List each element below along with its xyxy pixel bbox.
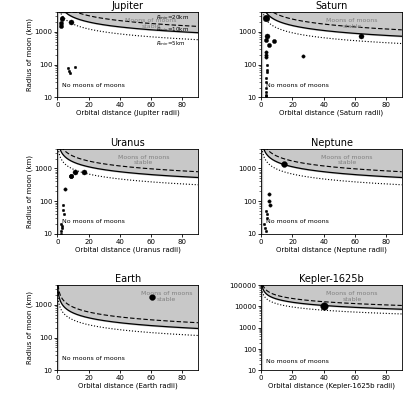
Text: Moons of moons
stable: Moons of moons stable: [321, 155, 372, 165]
Title: Jupiter: Jupiter: [111, 2, 143, 11]
Text: No moons of moons: No moons of moons: [62, 83, 125, 88]
X-axis label: Orbital distance (Saturn radii): Orbital distance (Saturn radii): [279, 110, 383, 116]
Title: Neptune: Neptune: [310, 138, 352, 148]
Text: $R_{min}$=20km: $R_{min}$=20km: [155, 13, 189, 22]
X-axis label: Orbital distance (Jupiter radii): Orbital distance (Jupiter radii): [76, 110, 179, 116]
Title: Saturn: Saturn: [315, 2, 347, 11]
Title: Earth: Earth: [114, 274, 140, 284]
Title: Kepler-1625b: Kepler-1625b: [299, 274, 363, 284]
Y-axis label: Radius of moon (km): Radius of moon (km): [27, 18, 33, 91]
Text: $R_{min}$=5km: $R_{min}$=5km: [155, 39, 185, 48]
Text: No moons of moons: No moons of moons: [62, 356, 125, 361]
Text: No moons of moons: No moons of moons: [265, 359, 328, 364]
Y-axis label: Radius of moon (km): Radius of moon (km): [27, 291, 33, 364]
Text: No moons of moons: No moons of moons: [265, 219, 328, 224]
Text: Moons of moons
stable: Moons of moons stable: [125, 18, 176, 29]
Title: Uranus: Uranus: [110, 138, 145, 148]
X-axis label: Orbital distance (Uranus radii): Orbital distance (Uranus radii): [74, 246, 180, 253]
Text: No moons of moons: No moons of moons: [265, 83, 328, 88]
X-axis label: Orbital distance (Neptune radii): Orbital distance (Neptune radii): [275, 246, 386, 253]
Text: Moons of moons
stable: Moons of moons stable: [117, 155, 169, 165]
Text: Moons of moons
stable: Moons of moons stable: [325, 18, 377, 29]
Text: $R_{min}$=10km: $R_{min}$=10km: [155, 26, 189, 35]
Text: Moons of moons
stable: Moons of moons stable: [325, 291, 377, 302]
Y-axis label: Radius of moon (km): Radius of moon (km): [27, 155, 33, 228]
X-axis label: Orbital distance (Kepler-1625b radii): Orbital distance (Kepler-1625b radii): [267, 383, 394, 389]
Text: No moons of moons: No moons of moons: [62, 219, 125, 224]
X-axis label: Orbital distance (Earth radii): Orbital distance (Earth radii): [78, 383, 177, 389]
Text: Moons of moons
stable: Moons of moons stable: [141, 291, 192, 302]
